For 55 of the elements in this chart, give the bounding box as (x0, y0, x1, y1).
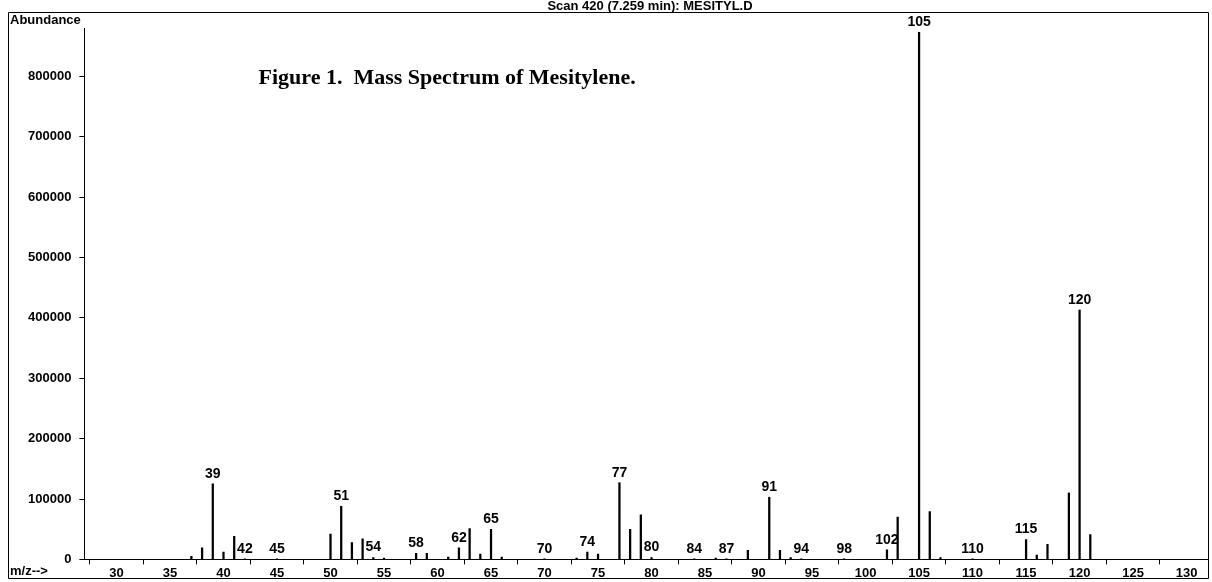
annotation: 87 (718, 539, 735, 556)
x-tick-label: 50 (323, 564, 338, 580)
x-tick-label: 60 (430, 564, 445, 580)
y-tick-label: 600000 (27, 188, 72, 204)
annotation: 77 (611, 463, 628, 480)
y-tick-label: 400000 (27, 309, 72, 325)
annotation: 80 (643, 538, 660, 555)
y-tick-label: 300000 (27, 369, 72, 385)
annotation: 54 (365, 538, 382, 555)
annotation: 110 (961, 539, 985, 556)
y-axis-title: Abundance (10, 12, 81, 28)
x-tick-label: 130 (1175, 564, 1198, 580)
annotation: 105 (907, 13, 931, 30)
y-tick-label: 100000 (27, 490, 72, 506)
x-tick-label: 95 (804, 564, 820, 580)
annotation: 70 (536, 539, 553, 556)
annotation: 91 (761, 478, 778, 495)
x-tick-label: 75 (590, 564, 606, 580)
annotation: 58 (408, 534, 425, 551)
annotation: 98 (836, 539, 853, 556)
text: Figure 1. Mass Spectrum of Mesitylene. (258, 63, 636, 89)
x-tick-label: 125 (1122, 564, 1144, 580)
x-tick-label: 30 (109, 564, 124, 580)
annotation: 94 (793, 539, 810, 556)
annotation: 62 (451, 528, 467, 545)
annotation: 115 (1014, 520, 1038, 537)
x-tick-label: 70 (537, 564, 552, 580)
x-tick-label: 40 (216, 564, 231, 580)
x-tick-label: 85 (697, 564, 713, 580)
x-tick-label: 45 (269, 564, 285, 580)
x-tick-label: 55 (376, 564, 392, 580)
x-tick-label: 120 (1068, 564, 1091, 580)
annotation: 120 (1067, 290, 1092, 307)
x-tick-label: 100 (854, 564, 877, 580)
x-tick-label: 115 (1015, 564, 1037, 580)
x-tick-label: 105 (908, 564, 930, 580)
annotation: 51 (333, 487, 350, 504)
x-tick-label: 65 (483, 564, 499, 580)
y-tick-label: 500000 (27, 249, 72, 265)
x-tick-label: 90 (751, 564, 766, 580)
x-tick-label: 80 (644, 564, 659, 580)
x-tick-label: 110 (962, 564, 984, 580)
annotation: 42 (237, 539, 253, 556)
annotation: 45 (269, 539, 285, 556)
annotation: 65 (483, 510, 500, 527)
y-tick-label: 0 (64, 550, 72, 566)
annotation: 84 (686, 539, 703, 556)
y-tick-label: 700000 (27, 128, 72, 144)
chart-subtitle: Scan 420 (7.259 min): MESITYL.D (547, 0, 753, 14)
annotation: 74 (579, 533, 596, 550)
y-tick-label: 200000 (27, 430, 72, 446)
y-tick-label: 800000 (27, 67, 72, 83)
x-axis-title: m/z--> (10, 563, 49, 579)
annotation: 39 (205, 464, 221, 481)
x-tick-label: 35 (162, 564, 178, 580)
